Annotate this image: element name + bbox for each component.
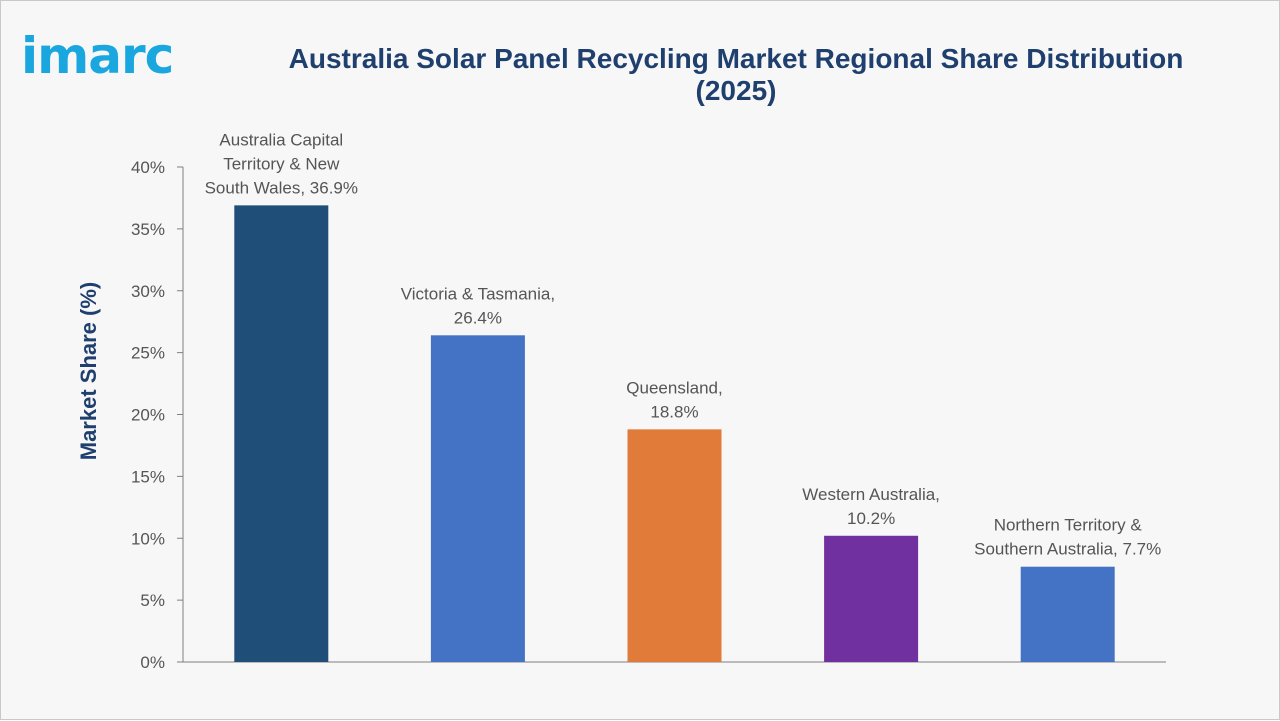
bar-data-label: Australia Capital Territory & New South Wa… [205,130,358,197]
bar-data-label-line: Western Australia, [802,485,940,504]
bar [627,429,722,662]
y-tick-label: 15% [131,467,165,486]
y-tick-label: 40% [131,158,165,177]
imarc-logo: imarc [21,27,174,85]
bar [430,335,525,662]
y-tick-label: 10% [131,529,165,548]
bar-data-label-line: Queensland, [626,378,722,397]
y-tick-label: 35% [131,220,165,239]
bar-data-label: Queensland, 18.8% [626,378,722,421]
bar-data-label-line: Victoria & Tasmania, [401,284,555,303]
y-tick-label: 25% [131,344,165,363]
bar [824,535,919,662]
bar-data-label-line: Territory & New [223,154,340,173]
bar-data-label-line: Northern Territory & [994,516,1143,535]
bar [234,205,329,663]
bar-data-label-line: Southern Australia, 7.7% [974,540,1161,559]
y-tick-label: 20% [131,406,165,425]
bar-data-label-line: 26.4% [454,308,502,327]
bar [1020,566,1115,662]
bar-data-label: Victoria & Tasmania, 26.4% [401,284,555,327]
y-tick-label: 0% [140,653,165,672]
bar-data-label-line: 10.2% [847,509,895,528]
bar-data-label: Western Australia, 10.2% [802,485,940,528]
chart-title: Australia Solar Panel Recycling Market R… [288,43,1184,106]
y-tick-label: 5% [140,591,165,610]
bar-data-label-line: Australia Capital [219,130,343,149]
bar-data-label-line: 18.8% [650,402,698,421]
bar-data-label: Northern Territory & Southern Australia, … [974,516,1161,559]
bar-data-label-line: South Wales, 36.9% [205,178,358,197]
y-tick-label: 30% [131,282,165,301]
